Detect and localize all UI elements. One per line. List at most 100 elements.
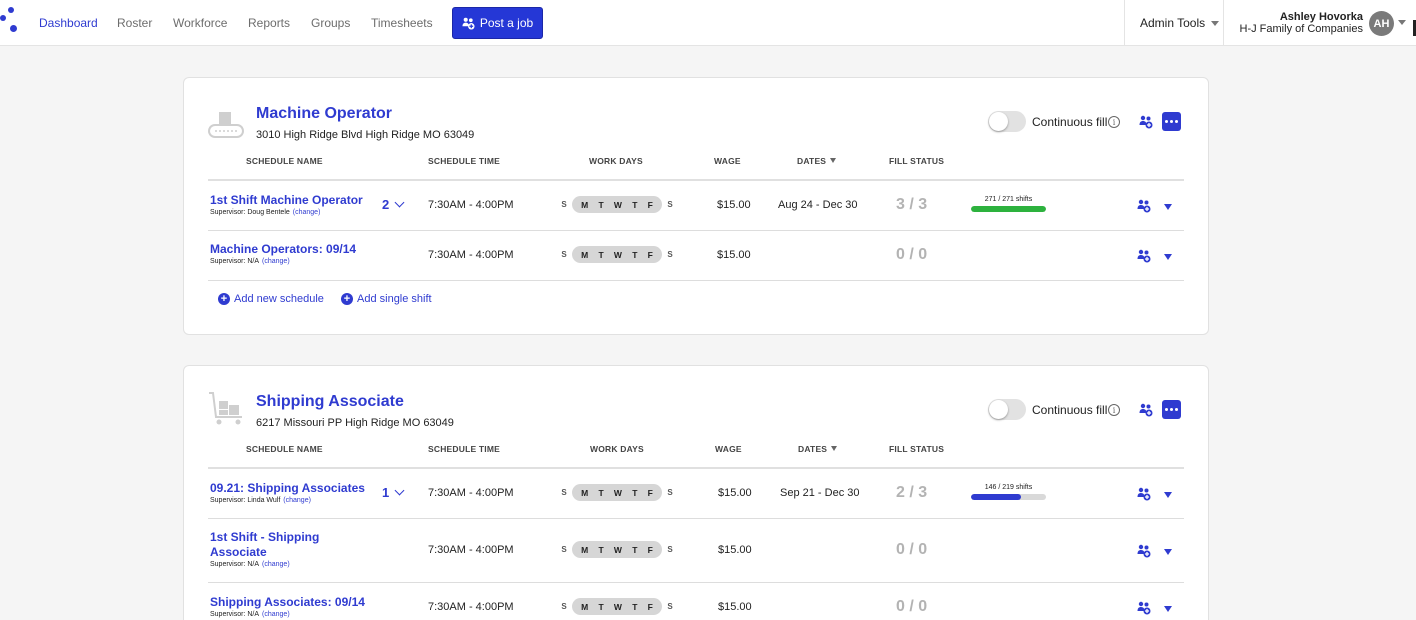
supervisor: Supervisor: N/A (change) <box>210 561 290 568</box>
top-navigation: Dashboard Roster Workforce Reports Group… <box>0 0 1416 46</box>
schedule-name[interactable]: Shipping Associates: 09/14 <box>210 595 365 609</box>
schedule-count-toggle[interactable]: 2 <box>382 197 405 212</box>
expand-caret-icon[interactable] <box>1164 549 1172 555</box>
continuous-fill-label: Continuous fill <box>1032 403 1108 417</box>
supervisor: Supervisor: Doug Bentele (change) <box>210 209 321 216</box>
nav-groups[interactable]: Groups <box>311 16 351 30</box>
expand-caret-icon[interactable] <box>1164 606 1172 612</box>
fill-progress-bar <box>971 494 1046 500</box>
change-supervisor-link[interactable]: (change) <box>262 561 290 568</box>
column-header-schedule-name: SCHEDULE NAME <box>246 444 323 454</box>
sort-icon <box>831 446 838 451</box>
column-header-schedule-time: SCHEDULE TIME <box>428 444 501 454</box>
user-name[interactable]: Ashley Hovorka <box>1279 11 1363 23</box>
people-plus-icon[interactable] <box>1137 487 1151 501</box>
fill-status: 2 / 3 <box>896 484 928 501</box>
people-plus-icon[interactable] <box>1137 199 1151 213</box>
continuous-fill-label: Continuous fill <box>1032 115 1108 129</box>
nav-workforce[interactable]: Workforce <box>173 16 228 30</box>
schedule-name[interactable]: 09.21: Shipping Associates <box>210 481 365 495</box>
fill-progress <box>971 494 1021 500</box>
shifts-count: 146 / 219 shifts <box>984 484 1033 491</box>
change-supervisor-link[interactable]: (change) <box>292 209 321 216</box>
table-row: Machine Operators: 09/14 Supervisor: N/A… <box>184 231 1210 279</box>
nav-divider <box>1223 0 1224 46</box>
column-header-work-days: WORK DAYS <box>589 156 643 166</box>
admin-tools-menu[interactable]: Admin Tools <box>1140 16 1220 30</box>
wage: $15.00 <box>717 199 751 211</box>
wage: $15.00 <box>718 487 752 499</box>
change-supervisor-link[interactable]: (change) <box>262 611 290 618</box>
job-title[interactable]: Shipping Associate <box>256 393 404 410</box>
people-plus-icon <box>462 17 475 30</box>
job-title[interactable]: Machine Operator <box>256 105 393 122</box>
expand-caret-icon[interactable] <box>1164 204 1172 210</box>
conveyor-icon <box>208 112 244 138</box>
continuous-fill-toggle[interactable] <box>988 399 1026 420</box>
schedule-time: 7:30AM - 4:00PM <box>428 544 514 556</box>
nav-dashboard[interactable]: Dashboard <box>39 16 98 30</box>
chevron-down-icon[interactable] <box>1398 20 1406 25</box>
divider <box>208 518 1184 519</box>
schedule-name[interactable]: 1st Shift Machine Operator <box>210 193 363 207</box>
dates-label: DATES <box>797 156 827 166</box>
schedule-name[interactable]: 1st Shift - Shipping Associate <box>210 530 320 559</box>
dates-label: DATES <box>798 444 828 454</box>
expand-caret-icon[interactable] <box>1164 254 1172 260</box>
nav-timesheets[interactable]: Timesheets <box>371 16 433 30</box>
change-supervisor-link[interactable]: (change) <box>262 258 290 265</box>
people-plus-icon[interactable] <box>1137 601 1151 615</box>
schedule-time: 7:30AM - 4:00PM <box>428 249 514 261</box>
fill-progress <box>971 206 1046 212</box>
job-address: 6217 Missouri PP High Ridge MO 63049 <box>256 417 454 429</box>
fill-status: 0 / 0 <box>896 246 928 263</box>
job-address: 3010 High Ridge Blvd High Ridge MO 63049 <box>256 129 475 141</box>
wage: $15.00 <box>717 249 751 261</box>
chevron-down-icon <box>394 197 405 208</box>
people-plus-icon[interactable] <box>1137 249 1151 263</box>
schedule-time: 7:30AM - 4:00PM <box>428 601 514 613</box>
add-single-shift-link[interactable]: + Add single shift <box>341 293 432 305</box>
column-header-wage: WAGE <box>714 156 741 166</box>
schedule-count-toggle[interactable]: 1 <box>382 485 405 500</box>
divider <box>208 280 1184 281</box>
column-header-schedule-name: SCHEDULE NAME <box>246 156 323 166</box>
fill-status: 0 / 0 <box>896 541 928 558</box>
add-new-schedule-link[interactable]: + Add new schedule <box>218 293 324 305</box>
user-company[interactable]: H-J Family of Companies <box>1239 23 1363 35</box>
people-plus-icon[interactable] <box>1139 115 1153 129</box>
divider <box>208 179 1184 181</box>
continuous-fill-toggle[interactable] <box>988 111 1026 132</box>
people-plus-icon[interactable] <box>1137 544 1151 558</box>
sort-icon <box>830 158 837 163</box>
nav-reports[interactable]: Reports <box>248 16 291 30</box>
fill-status: 3 / 3 <box>896 196 928 213</box>
avatar[interactable]: AH <box>1369 11 1394 36</box>
logo-icon[interactable] <box>0 5 22 35</box>
dates: Aug 24 - Dec 30 <box>778 199 858 211</box>
info-icon[interactable]: i <box>1108 116 1120 128</box>
supervisor: Supervisor: N/A (change) <box>210 611 290 618</box>
schedule-name[interactable]: Machine Operators: 09/14 <box>210 242 357 256</box>
more-options-button[interactable] <box>1162 400 1181 419</box>
people-plus-icon[interactable] <box>1139 403 1153 417</box>
chevron-down-icon <box>1211 20 1220 26</box>
supervisor: Supervisor: Linda Wulf (change) <box>210 497 311 504</box>
expand-caret-icon[interactable] <box>1164 492 1172 498</box>
column-header-fill-status: FILL STATUS <box>889 444 945 454</box>
post-job-button[interactable]: Post a job <box>452 7 543 39</box>
nav-divider <box>1124 0 1125 46</box>
column-header-dates[interactable]: DATES <box>798 444 838 454</box>
column-header-dates[interactable]: DATES <box>797 156 837 166</box>
scrollbar-edge <box>1413 20 1416 36</box>
column-header-fill-status: FILL STATUS <box>889 156 945 166</box>
more-options-button[interactable] <box>1162 112 1181 131</box>
schedule-time: 7:30AM - 4:00PM <box>428 199 514 211</box>
change-supervisor-link[interactable]: (change) <box>283 497 311 504</box>
divider <box>208 230 1184 231</box>
fill-status: 0 / 0 <box>896 598 928 615</box>
nav-roster[interactable]: Roster <box>117 16 153 30</box>
info-icon[interactable]: i <box>1108 404 1120 416</box>
post-job-label: Post a job <box>479 16 534 30</box>
